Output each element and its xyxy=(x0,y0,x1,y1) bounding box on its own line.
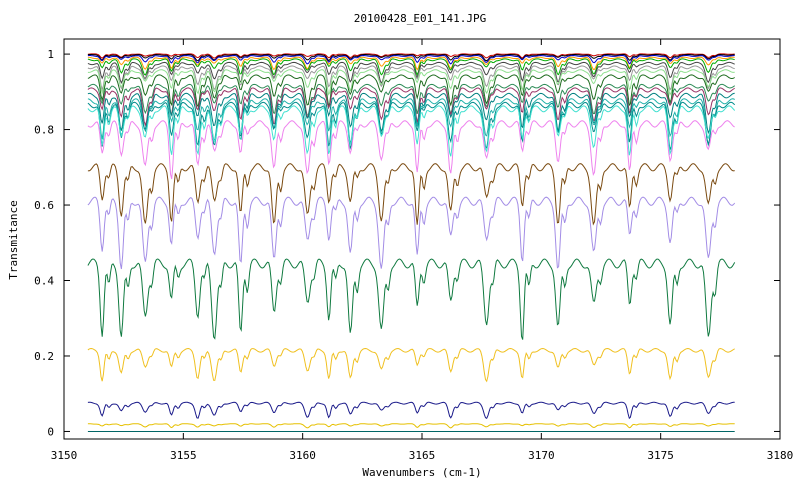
series-line xyxy=(87,54,735,65)
series-line xyxy=(87,258,736,340)
series-line xyxy=(87,105,736,157)
y-tick-label: 1 xyxy=(47,48,54,61)
series-group xyxy=(87,53,736,432)
y-tick-label: 0.2 xyxy=(34,350,54,363)
x-axis-label: Wavenumbers (cm-1) xyxy=(362,466,481,479)
x-tick-label: 3155 xyxy=(170,449,197,462)
series-line xyxy=(87,92,735,135)
series-line xyxy=(87,56,735,71)
series-line xyxy=(87,61,735,85)
chart-title: 20100428_E01_141.JPG xyxy=(354,12,486,25)
x-tick-label: 3150 xyxy=(51,449,78,462)
y-tick-label: 0.4 xyxy=(34,275,54,288)
y-tick-label: 0 xyxy=(47,425,54,438)
series-line xyxy=(87,65,735,93)
x-tick-label: 3170 xyxy=(528,449,555,462)
series-line xyxy=(87,423,735,429)
series-line xyxy=(87,53,735,62)
x-axis-ticks: 3150 3155 3160 3165 3170 3175 3180 xyxy=(51,39,794,462)
series-line xyxy=(87,120,735,180)
series-line xyxy=(87,163,735,226)
series-line xyxy=(87,87,735,127)
series-line xyxy=(87,74,735,108)
x-tick-label: 3175 xyxy=(647,449,674,462)
series-line xyxy=(87,196,736,270)
series-line xyxy=(87,98,735,147)
series-line xyxy=(87,69,735,96)
y-axis-ticks: 0 0.2 0.4 0.6 0.8 1 xyxy=(34,48,780,438)
x-tick-label: 3165 xyxy=(409,449,436,462)
series-line xyxy=(87,58,735,76)
series-line xyxy=(87,347,735,383)
x-tick-label: 3160 xyxy=(289,449,316,462)
series-line xyxy=(87,53,735,59)
x-tick-label: 3180 xyxy=(767,449,794,462)
series-line xyxy=(87,401,735,420)
y-tick-label: 0.6 xyxy=(34,199,54,212)
y-axis-label: Transmitance xyxy=(7,200,20,279)
y-tick-label: 0.8 xyxy=(34,124,54,137)
